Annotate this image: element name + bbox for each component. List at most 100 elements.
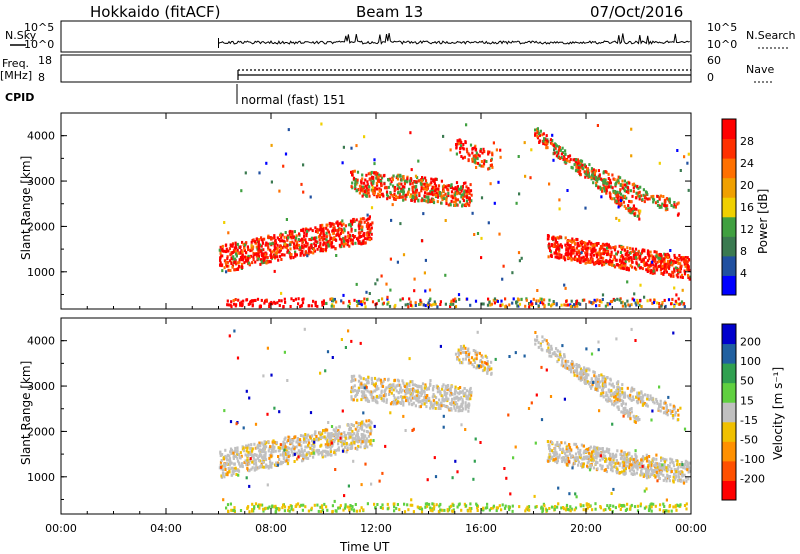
data-cell	[404, 179, 407, 183]
data-cell	[516, 304, 519, 308]
data-cell	[604, 185, 607, 189]
data-cell	[450, 190, 454, 194]
data-cell	[460, 193, 463, 197]
data-cell	[585, 503, 588, 507]
data-cell	[631, 260, 634, 264]
data-cell	[480, 196, 484, 200]
data-cell	[640, 466, 643, 470]
data-cell	[676, 259, 679, 263]
data-cell	[302, 297, 305, 301]
data-cell	[669, 457, 672, 461]
data-cell	[477, 161, 480, 165]
data-cell	[584, 241, 587, 245]
data-cell	[335, 254, 338, 257]
data-cell	[396, 183, 399, 187]
data-cell	[371, 183, 374, 187]
data-cell	[273, 244, 276, 248]
data-cell	[342, 293, 345, 297]
data-cell	[586, 252, 589, 256]
data-cell	[258, 454, 261, 458]
data-cell	[573, 508, 576, 512]
data-cell	[369, 442, 372, 446]
data-cell	[233, 506, 236, 510]
data-cell	[557, 148, 560, 152]
data-cell	[417, 159, 420, 163]
data-cell	[424, 505, 427, 509]
data-cell	[553, 505, 557, 508]
data-cell	[460, 195, 463, 199]
data-cell	[638, 194, 641, 198]
data-cell	[262, 465, 265, 469]
data-cell	[449, 504, 453, 508]
data-cell	[456, 405, 459, 409]
data-cell	[479, 149, 482, 153]
data-cell	[574, 169, 578, 173]
data-cell	[248, 255, 251, 259]
data-cell	[579, 169, 582, 173]
data-cell	[245, 251, 248, 255]
data-cell	[355, 282, 358, 286]
data-cell	[386, 197, 389, 201]
data-cell	[234, 466, 237, 470]
data-cell	[406, 302, 409, 306]
data-cell	[254, 466, 257, 470]
data-cell	[441, 385, 444, 389]
data-cell	[536, 134, 539, 138]
data-cell	[652, 198, 656, 202]
data-cell	[287, 236, 290, 240]
data-cell	[367, 188, 370, 192]
data-cell	[376, 503, 379, 506]
data-cell	[631, 473, 634, 476]
data-cell	[322, 227, 325, 231]
data-cell	[454, 297, 457, 301]
data-cell	[242, 449, 245, 453]
data-cell	[548, 459, 551, 462]
data-cell	[374, 282, 377, 286]
data-cell	[592, 168, 595, 172]
data-cell	[469, 143, 473, 147]
data-cell	[399, 222, 402, 226]
data-cell	[465, 123, 468, 127]
data-cell	[635, 455, 638, 459]
data-cell	[262, 252, 265, 256]
data-cell	[548, 444, 551, 448]
data-cell	[575, 299, 579, 303]
data-cell	[360, 227, 363, 231]
data-cell	[632, 204, 635, 208]
data-cell	[394, 303, 397, 307]
data-cell	[452, 187, 455, 191]
data-cell	[245, 298, 249, 302]
data-cell	[609, 194, 612, 198]
data-cell	[363, 237, 366, 241]
data-cell	[515, 201, 518, 205]
data-cell	[386, 297, 389, 301]
data-cell	[373, 502, 376, 506]
data-cell	[277, 508, 281, 512]
data-cell	[396, 187, 400, 191]
data-cell	[234, 268, 237, 272]
data-cell	[367, 379, 370, 383]
data-cell	[265, 161, 268, 165]
data-cell	[560, 253, 563, 257]
data-cell	[359, 445, 362, 449]
data-cell	[302, 434, 305, 438]
data-cell	[564, 451, 567, 455]
data-cell	[337, 222, 340, 226]
data-cell	[364, 444, 367, 448]
data-cell	[238, 260, 241, 264]
data-cell	[260, 455, 264, 459]
data-cell	[390, 387, 393, 391]
data-cell	[237, 261, 240, 265]
data-cell	[629, 209, 632, 213]
data-cell	[391, 401, 394, 404]
data-cell	[603, 189, 606, 193]
data-cell	[258, 305, 261, 309]
data-cell	[658, 508, 661, 512]
data-cell	[364, 394, 367, 398]
data-cell	[633, 266, 637, 270]
data-cell	[568, 508, 571, 512]
data-cell	[562, 506, 565, 509]
data-cell	[392, 402, 395, 406]
data-cell	[627, 204, 630, 208]
data-cell	[392, 174, 395, 178]
